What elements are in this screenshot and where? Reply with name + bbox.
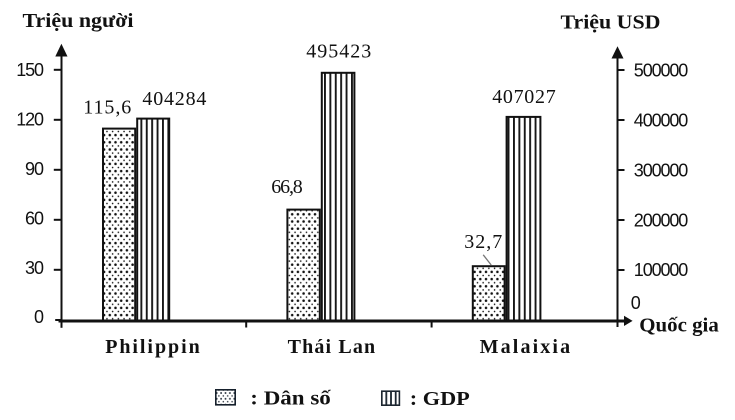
svg-text:90: 90 [25, 159, 44, 179]
svg-text:0: 0 [631, 293, 641, 313]
svg-text:Quốc gia: Quốc gia [639, 315, 719, 336]
svg-text:30: 30 [25, 258, 44, 278]
svg-text:60: 60 [25, 208, 44, 228]
svg-text:407027: 407027 [492, 86, 556, 108]
svg-text:: GDP: : GDP [410, 388, 470, 410]
svg-text:Thái Lan: Thái Lan [288, 336, 376, 358]
svg-text:200000: 200000 [634, 211, 689, 231]
svg-text:115,6: 115,6 [83, 97, 131, 119]
svg-text:404284: 404284 [142, 88, 206, 110]
svg-text:Malaixia: Malaixia [480, 336, 570, 358]
svg-text:0: 0 [34, 307, 44, 327]
svg-text:32,7: 32,7 [464, 231, 502, 253]
svg-text:66,8: 66,8 [271, 176, 303, 198]
svg-text:Triệu người: Triệu người [23, 10, 134, 32]
svg-text:400000: 400000 [634, 111, 689, 131]
svg-text:300000: 300000 [634, 161, 689, 181]
svg-text:150: 150 [16, 60, 44, 80]
svg-text:Triệu USD: Triệu USD [561, 11, 661, 33]
svg-text:120: 120 [16, 110, 44, 130]
svg-text:Philippin: Philippin [105, 336, 200, 358]
svg-text:500000: 500000 [634, 61, 689, 81]
svg-text:: Dân số: : Dân số [250, 388, 332, 410]
svg-text:495423: 495423 [306, 40, 371, 62]
svg-text:100000: 100000 [634, 260, 689, 280]
